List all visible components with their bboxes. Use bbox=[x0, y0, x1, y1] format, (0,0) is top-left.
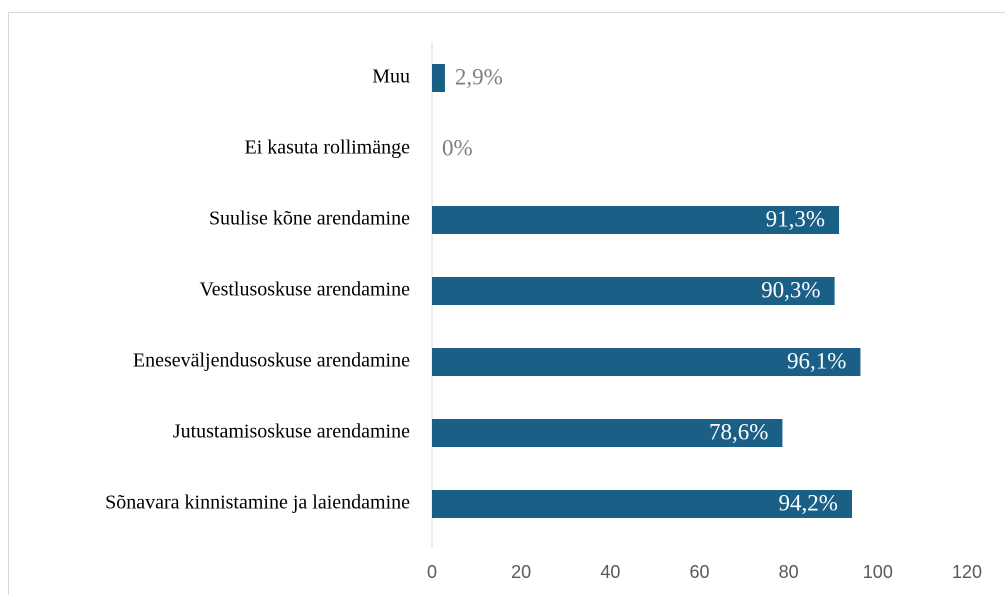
category-label: Muu bbox=[372, 66, 410, 88]
value-label: 2,9% bbox=[455, 64, 503, 89]
category-label: Jutustamisoskuse arendamine bbox=[173, 421, 410, 443]
value-label: 90,3% bbox=[761, 277, 820, 302]
category-label: Sõnavara kinnistamine ja laiendamine bbox=[105, 492, 410, 514]
category-label: Vestlusoskuse arendamine bbox=[199, 279, 410, 301]
category-label: Eneseväljendusoskuse arendamine bbox=[133, 350, 410, 372]
value-label: 0% bbox=[442, 135, 473, 160]
value-label: 94,2% bbox=[779, 490, 838, 515]
x-tick-label: 120 bbox=[952, 562, 982, 582]
x-tick-label: 20 bbox=[511, 562, 531, 582]
x-tick-label: 40 bbox=[600, 562, 620, 582]
value-label: 91,3% bbox=[766, 206, 825, 231]
category-label: Suulise kõne arendamine bbox=[209, 208, 410, 230]
x-tick-label: 0 bbox=[427, 562, 437, 582]
value-label: 78,6% bbox=[709, 419, 768, 444]
bar bbox=[432, 64, 445, 92]
category-label: Ei kasuta rollimänge bbox=[244, 137, 410, 159]
x-tick-label: 80 bbox=[779, 562, 799, 582]
x-tick-label: 60 bbox=[689, 562, 709, 582]
x-tick-label: 100 bbox=[863, 562, 893, 582]
value-label: 96,1% bbox=[787, 348, 846, 373]
